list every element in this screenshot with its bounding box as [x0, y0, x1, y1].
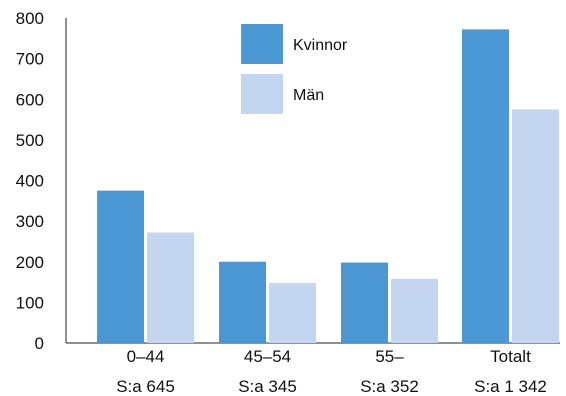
category-sum-label: S:a 345	[238, 377, 297, 396]
x-category-label: 55–	[375, 347, 404, 366]
x-category-label: 0–44	[127, 347, 165, 366]
bar-man	[269, 282, 316, 343]
bars	[97, 29, 559, 343]
legend-swatch	[241, 24, 283, 64]
bar-kvinnor	[462, 29, 509, 343]
y-tick-label: 600	[16, 90, 44, 109]
y-tick-label: 700	[16, 50, 44, 69]
bar-kvinnor	[341, 262, 388, 343]
x-category-label: Totalt	[490, 347, 531, 366]
y-tick-label: 400	[16, 172, 44, 191]
legend-swatch	[241, 74, 283, 114]
category-sum-label: S:a 645	[116, 377, 175, 396]
bar-man	[512, 109, 559, 343]
y-tick-label: 500	[16, 131, 44, 150]
y-tick-label: 800	[16, 9, 44, 28]
category-sum-label: S:a 352	[360, 377, 419, 396]
x-category-label: 45–54	[244, 347, 291, 366]
bar-man	[391, 278, 438, 343]
y-tick-label: 100	[16, 293, 44, 312]
legend: Kvinnor Män	[241, 24, 348, 114]
x-category-labels: 0–44 S:a 645 45–54 S:a 345 55– S:a 352 Totalt S…	[116, 347, 547, 396]
bar-kvinnor	[97, 190, 144, 343]
y-tick-label: 200	[16, 253, 44, 272]
y-tick-label: 300	[16, 212, 44, 231]
y-tick-label: 0	[35, 334, 44, 353]
y-tick-labels: 0 100 200 300 400 500 600 700 800	[16, 9, 44, 353]
legend-label: Män	[293, 87, 324, 104]
legend-label: Kvinnor	[293, 37, 348, 54]
bar-kvinnor	[219, 261, 266, 343]
category-sum-label: S:a 1 342	[474, 377, 547, 396]
bar-man	[147, 232, 194, 343]
